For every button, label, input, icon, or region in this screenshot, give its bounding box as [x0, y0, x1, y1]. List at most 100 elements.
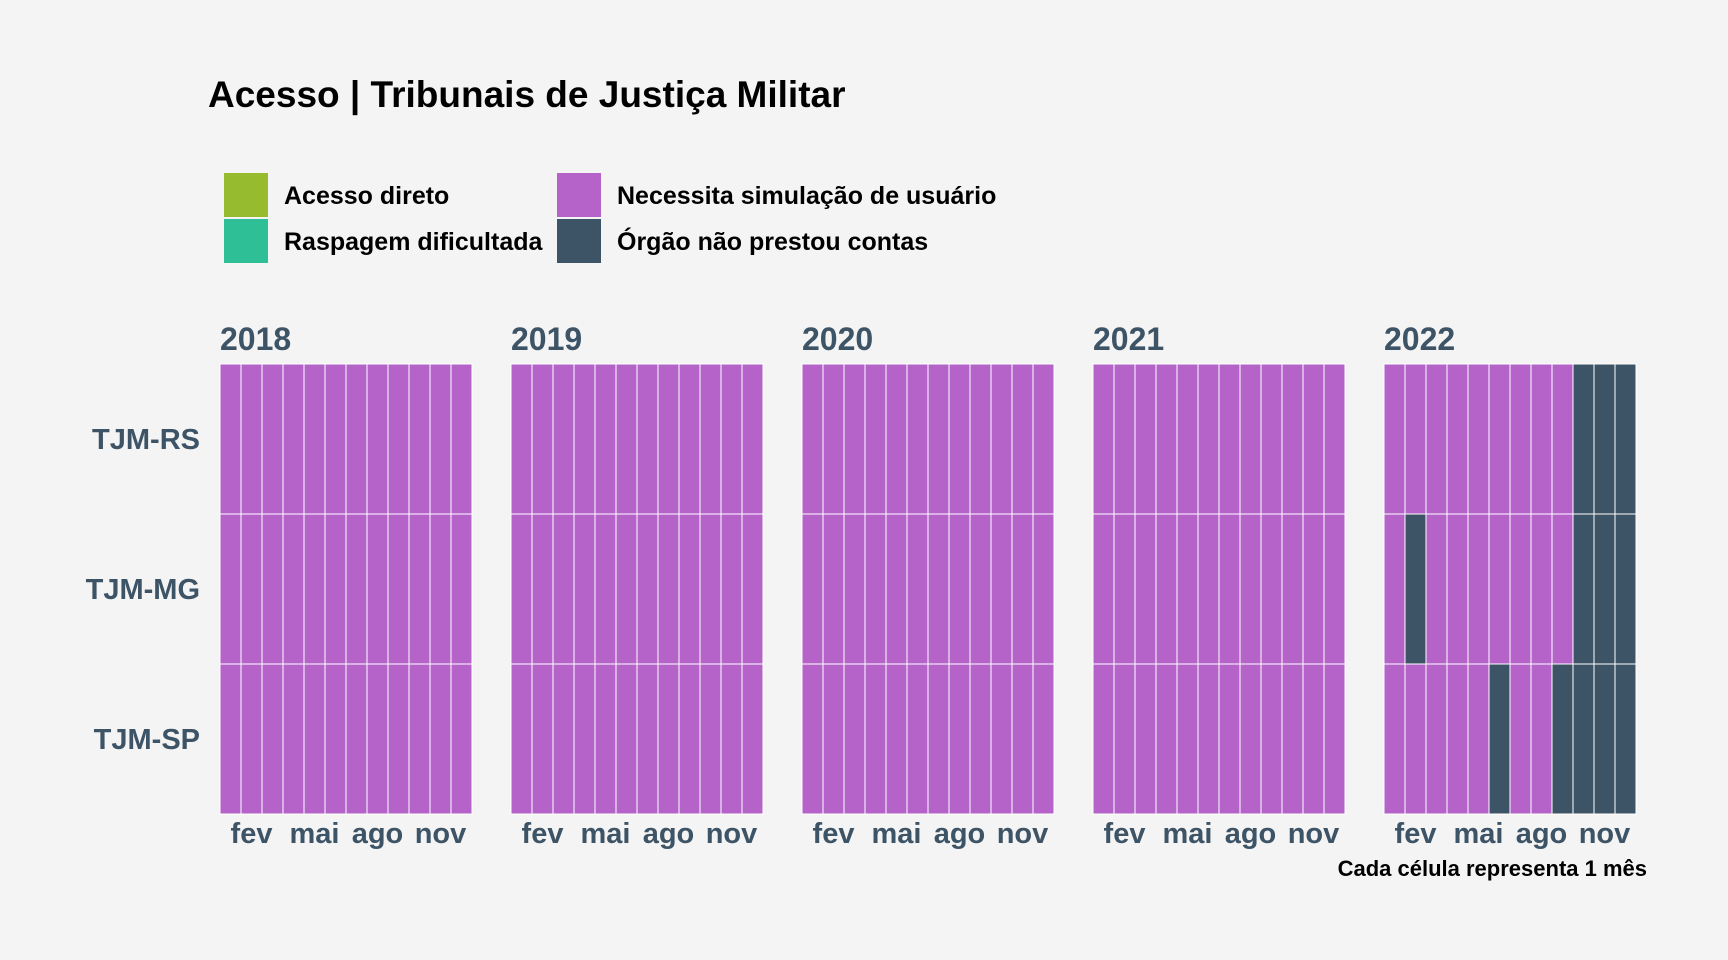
cell-tjm-mg-2021-m10 [1281, 513, 1304, 665]
x-tick-2021-fev: fev [1104, 818, 1146, 850]
cell-tjm-sp-2018-m1 [219, 663, 242, 815]
cell-tjm-rs-2022-m6 [1488, 363, 1511, 515]
cell-tjm-mg-2018-m1 [219, 513, 242, 665]
cell-tjm-rs-2018-m4 [282, 363, 305, 515]
cell-tjm-sp-2018-m11 [429, 663, 452, 815]
facet-panel-2021: 2021 fev mai ago nov [1092, 321, 1346, 850]
cell-tjm-mg-2021-m12 [1323, 513, 1346, 665]
x-tick-2019-fev: fev [522, 818, 564, 850]
cell-tjm-rs-2018-m5 [303, 363, 326, 515]
cell-tjm-rs-2020-m2 [822, 363, 845, 515]
facet-panel-2020: 2020 fev mai ago nov [801, 321, 1055, 850]
cell-tjm-rs-2019-m1 [510, 363, 533, 515]
cell-tjm-sp-2019-m8 [657, 663, 680, 815]
cell-tjm-rs-2022-m4 [1446, 363, 1469, 515]
cell-tjm-rs-2022-m11 [1593, 363, 1616, 515]
cell-tjm-sp-2020-m2 [822, 663, 845, 815]
cell-tjm-rs-2018-m7 [345, 363, 368, 515]
facet-label-2019: 2019 [511, 321, 582, 357]
x-tick-2020-ago: ago [934, 818, 986, 850]
cell-tjm-mg-2018-m9 [387, 513, 410, 665]
cell-tjm-rs-2019-m3 [552, 363, 575, 515]
cell-tjm-mg-2019-m2 [531, 513, 554, 665]
cell-tjm-rs-2022-m7 [1509, 363, 1532, 515]
cell-tjm-mg-2021-m9 [1260, 513, 1283, 665]
cell-tjm-rs-2019-m4 [573, 363, 596, 515]
x-tick-2020-nov: nov [997, 818, 1049, 850]
cell-tjm-mg-2020-m12 [1032, 513, 1055, 665]
cell-tjm-rs-2020-m12 [1032, 363, 1055, 515]
cell-tjm-rs-2020-m1 [801, 363, 824, 515]
cell-tjm-mg-2020-m4 [864, 513, 887, 665]
cell-tjm-rs-2019-m8 [657, 363, 680, 515]
cell-tjm-mg-2022-m6 [1488, 513, 1511, 665]
cell-tjm-mg-2020-m8 [948, 513, 971, 665]
x-tick-2019-nov: nov [706, 818, 758, 850]
cell-tjm-rs-2020-m3 [843, 363, 866, 515]
cell-tjm-sp-2022-m7 [1509, 663, 1532, 815]
cell-tjm-mg-2019-m9 [678, 513, 701, 665]
x-tick-2022-fev: fev [1395, 818, 1437, 850]
cell-tjm-sp-2020-m1 [801, 663, 824, 815]
cell-tjm-mg-2021-m11 [1302, 513, 1325, 665]
cell-tjm-mg-2021-m8 [1239, 513, 1262, 665]
cell-tjm-sp-2021-m7 [1218, 663, 1241, 815]
cell-tjm-rs-2021-m1 [1092, 363, 1115, 515]
legend-key-acesso-direto [224, 173, 268, 217]
cell-tjm-sp-2019-m2 [531, 663, 554, 815]
cell-tjm-mg-2019-m10 [699, 513, 722, 665]
x-tick-2018-fev: fev [231, 818, 273, 850]
cell-tjm-rs-2019-m7 [636, 363, 659, 515]
cell-tjm-mg-2019-m12 [741, 513, 764, 665]
cell-tjm-mg-2018-m7 [345, 513, 368, 665]
cell-tjm-mg-2020-m6 [906, 513, 929, 665]
cell-tjm-mg-2022-m5 [1467, 513, 1490, 665]
cell-tjm-sp-2021-m4 [1155, 663, 1178, 815]
cell-tjm-sp-2018-m10 [408, 663, 431, 815]
cell-tjm-sp-2021-m1 [1092, 663, 1115, 815]
cell-tjm-mg-2018-m3 [261, 513, 284, 665]
cell-tjm-sp-2020-m12 [1032, 663, 1055, 815]
cell-tjm-mg-2018-m6 [324, 513, 347, 665]
cell-tjm-sp-2022-m5 [1467, 663, 1490, 815]
cell-tjm-mg-2022-m2 [1404, 513, 1427, 665]
cell-tjm-sp-2022-m12 [1614, 663, 1637, 815]
cell-tjm-mg-2022-m8 [1530, 513, 1553, 665]
x-tick-2022-nov: nov [1579, 818, 1631, 850]
cell-tjm-rs-2019-m10 [699, 363, 722, 515]
x-tick-2018-nov: nov [415, 818, 467, 850]
cell-tjm-rs-2022-m8 [1530, 363, 1553, 515]
cell-tjm-mg-2021-m7 [1218, 513, 1241, 665]
cell-tjm-sp-2019-m3 [552, 663, 575, 815]
cell-tjm-sp-2022-m10 [1572, 663, 1595, 815]
cell-tjm-sp-2019-m7 [636, 663, 659, 815]
cell-tjm-mg-2020-m5 [885, 513, 908, 665]
cell-tjm-sp-2022-m1 [1383, 663, 1406, 815]
cell-tjm-rs-2022-m9 [1551, 363, 1574, 515]
cell-tjm-rs-2022-m3 [1425, 363, 1448, 515]
cell-tjm-mg-2020-m2 [822, 513, 845, 665]
cell-tjm-rs-2019-m12 [741, 363, 764, 515]
cell-tjm-rs-2021-m12 [1323, 363, 1346, 515]
cell-tjm-mg-2018-m5 [303, 513, 326, 665]
cell-tjm-mg-2020-m7 [927, 513, 950, 665]
cell-tjm-sp-2021-m10 [1281, 663, 1304, 815]
legend-label-raspagem: Raspagem dificultada [284, 228, 543, 256]
cell-tjm-sp-2021-m3 [1134, 663, 1157, 815]
cell-tjm-sp-2020-m8 [948, 663, 971, 815]
facet-panel-2019: 2019 fev mai ago nov [510, 321, 764, 850]
cell-tjm-sp-2021-m5 [1176, 663, 1199, 815]
cell-tjm-rs-2018-m12 [450, 363, 473, 515]
legend: Acesso direto Raspagem dificultada Necessi… [224, 173, 996, 263]
cell-tjm-sp-2022-m2 [1404, 663, 1427, 815]
x-tick-2021-mai: mai [1163, 818, 1213, 850]
cell-tjm-rs-2020-m8 [948, 363, 971, 515]
cell-tjm-sp-2019-m9 [678, 663, 701, 815]
cell-tjm-rs-2021-m2 [1113, 363, 1136, 515]
row-label-tjm-mg: TJM-MG [86, 574, 200, 606]
legend-label-nao-prestou: Órgão não prestou contas [617, 226, 928, 256]
cell-tjm-sp-2018-m8 [366, 663, 389, 815]
facet-label-2018: 2018 [220, 321, 291, 357]
